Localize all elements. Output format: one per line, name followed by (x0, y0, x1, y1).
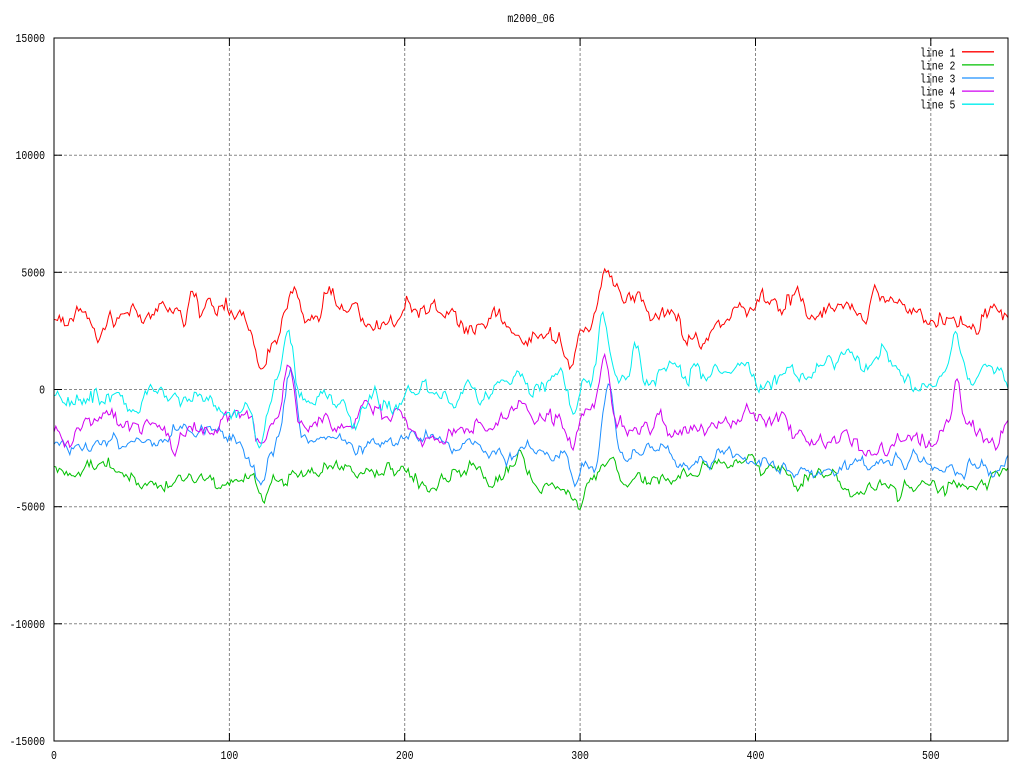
svg-text:m2000_06: m2000_06 (507, 12, 554, 26)
svg-text:500: 500 (922, 749, 940, 763)
svg-text:200: 200 (396, 749, 414, 763)
svg-text:0: 0 (51, 749, 57, 763)
svg-text:10000: 10000 (16, 149, 46, 163)
svg-text:400: 400 (747, 749, 765, 763)
svg-text:0: 0 (39, 384, 45, 398)
svg-text:-10000: -10000 (10, 618, 45, 632)
svg-text:line 3: line 3 (920, 73, 955, 87)
svg-text:line 1: line 1 (920, 46, 955, 60)
svg-text:15000: 15000 (16, 32, 46, 46)
svg-text:-15000: -15000 (10, 735, 45, 749)
svg-text:line 2: line 2 (920, 59, 955, 73)
svg-text:line 4: line 4 (920, 86, 955, 100)
svg-text:300: 300 (571, 749, 589, 763)
svg-text:5000: 5000 (21, 266, 45, 280)
svg-text:100: 100 (221, 749, 239, 763)
svg-text:line 5: line 5 (920, 99, 955, 113)
svg-text:-5000: -5000 (16, 501, 46, 515)
